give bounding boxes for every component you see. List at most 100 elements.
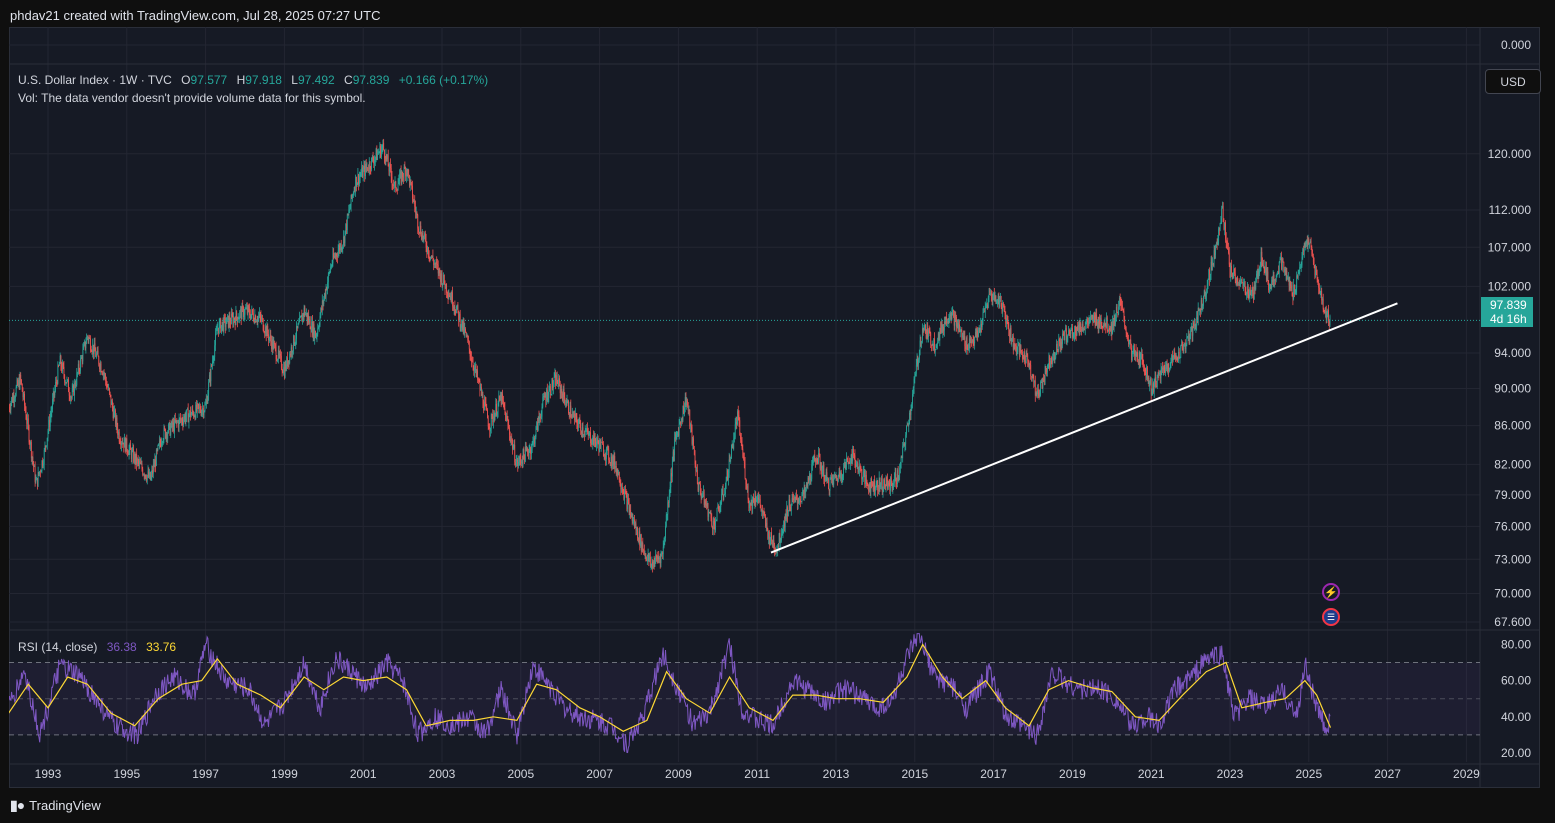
candle-body <box>1290 281 1292 289</box>
candle-body <box>407 169 409 176</box>
candle-body <box>174 418 176 423</box>
candle-body <box>220 319 222 332</box>
x-tick-label: 2017 <box>980 767 1007 781</box>
candle-body <box>586 428 588 432</box>
candle-body <box>609 462 611 464</box>
currency-button[interactable]: USD <box>1485 69 1541 94</box>
candle-body <box>1178 351 1179 361</box>
candle-body <box>636 527 638 531</box>
chart-canvas[interactable]: 1993 1995 1997 1999 2001 2003 2005 2007 2009 2011… <box>9 27 1540 788</box>
candle-body <box>660 553 662 563</box>
candle-body <box>13 395 15 402</box>
candle-body <box>483 405 485 411</box>
candle-body <box>194 415 196 419</box>
candle-body <box>1274 280 1276 282</box>
candle-body <box>1302 249 1304 257</box>
candle-body <box>662 546 664 555</box>
symbol-legend: U.S. Dollar Index · 1W · TVC O97.577 H97… <box>18 73 488 87</box>
candle-body <box>385 154 387 162</box>
candle-body <box>533 437 535 441</box>
candle-body <box>781 533 783 535</box>
candle-body <box>1305 243 1307 248</box>
candle-body <box>769 541 771 545</box>
candle-body <box>642 542 644 551</box>
candle-body <box>1047 364 1049 368</box>
candle-body <box>1181 344 1183 349</box>
candle-body <box>1052 355 1054 362</box>
us-flag-icon[interactable]: ☰ <box>1322 608 1340 626</box>
legend-high-value: 97.918 <box>245 73 282 87</box>
candle-body <box>1098 320 1100 328</box>
tradingview-mark-icon: ▮● <box>10 797 25 813</box>
candle-body <box>581 427 583 434</box>
candle-body <box>28 426 30 443</box>
candle-body <box>1081 329 1082 332</box>
candle-body <box>846 458 848 461</box>
candle-body <box>449 296 451 298</box>
candle-body <box>675 434 677 439</box>
candle-body <box>787 510 789 517</box>
candle-body <box>1109 330 1111 331</box>
candle-body <box>683 405 685 414</box>
candle-body <box>32 456 34 462</box>
candle-body <box>84 341 86 349</box>
candle-body <box>64 375 66 383</box>
candle-body <box>355 176 357 187</box>
candle-body <box>939 327 941 341</box>
candle-body <box>1281 257 1282 270</box>
candle-body <box>326 287 328 290</box>
candle-body <box>396 190 397 191</box>
candle-body <box>79 370 81 371</box>
candle-body <box>718 506 719 510</box>
candle-body <box>346 214 348 230</box>
candle-body <box>1078 324 1080 335</box>
candle-body <box>230 322 232 324</box>
candle-body <box>876 480 878 484</box>
candle-body <box>1244 282 1246 294</box>
candle-body <box>1197 308 1199 324</box>
candle-body <box>235 311 237 325</box>
candle-body <box>260 316 262 320</box>
candle-body <box>1272 279 1273 283</box>
candle-body <box>955 314 957 317</box>
candle-body <box>177 421 179 428</box>
candle-body <box>477 370 479 380</box>
candle-body <box>271 339 273 350</box>
candle-body <box>161 442 163 447</box>
candle-body <box>535 427 537 438</box>
y-tick-label: 67.600 <box>1494 615 1531 629</box>
candle-body <box>1306 240 1307 244</box>
candle-body <box>500 394 502 403</box>
candle-body <box>47 431 49 438</box>
candle-body <box>695 464 697 472</box>
candle-body <box>623 491 625 499</box>
candle-body <box>509 434 511 441</box>
candle-body <box>360 174 362 176</box>
candle-body <box>925 330 927 339</box>
candle-body <box>674 437 676 439</box>
candle-body <box>302 313 304 317</box>
candle-body <box>935 344 937 350</box>
candle-body <box>605 454 607 460</box>
candle-body <box>565 403 567 405</box>
candle-body <box>1228 252 1230 265</box>
candle-body <box>1015 344 1016 346</box>
candle-body <box>526 448 528 450</box>
candle-body <box>923 328 925 332</box>
candle-body <box>653 561 655 567</box>
candle-body <box>1139 352 1141 366</box>
candle-body <box>1053 352 1054 356</box>
candle-body <box>511 439 513 441</box>
candle-body <box>1229 264 1231 278</box>
candle-body <box>564 397 566 405</box>
lightning-icon[interactable]: ⚡ <box>1322 583 1340 601</box>
candle-body <box>166 433 168 439</box>
candle-body <box>267 325 269 335</box>
candle-body <box>1014 344 1016 345</box>
candle-body <box>471 357 472 362</box>
candle-body <box>871 483 873 485</box>
candle-body <box>797 501 799 504</box>
candle-body <box>545 396 547 402</box>
candle-body <box>118 431 119 435</box>
candle-body <box>1265 267 1267 273</box>
